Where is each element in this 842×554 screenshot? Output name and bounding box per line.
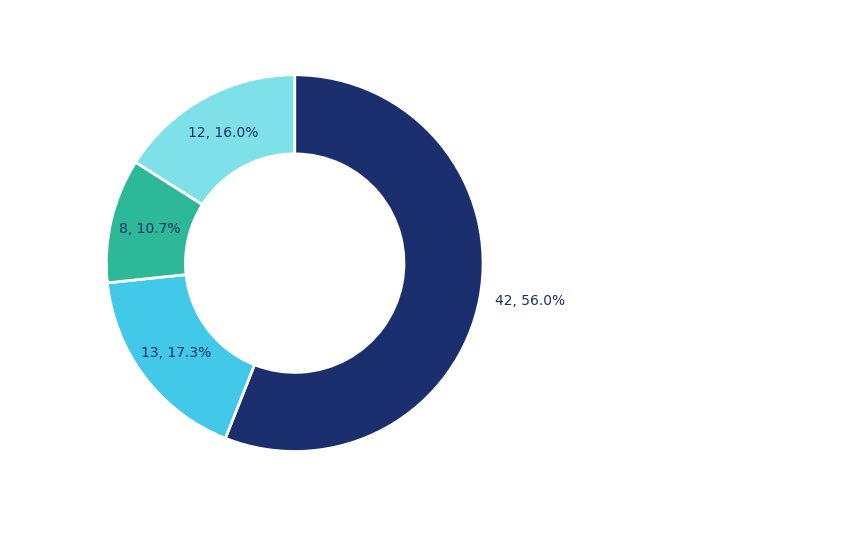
Text: 42, 56.0%: 42, 56.0% — [494, 294, 565, 308]
Text: 13, 17.3%: 13, 17.3% — [141, 346, 211, 360]
Wedge shape — [106, 162, 202, 283]
Wedge shape — [108, 275, 254, 438]
Wedge shape — [226, 75, 483, 452]
Text: 8, 10.7%: 8, 10.7% — [119, 222, 180, 236]
Text: 12, 16.0%: 12, 16.0% — [188, 126, 258, 140]
Wedge shape — [136, 75, 295, 204]
